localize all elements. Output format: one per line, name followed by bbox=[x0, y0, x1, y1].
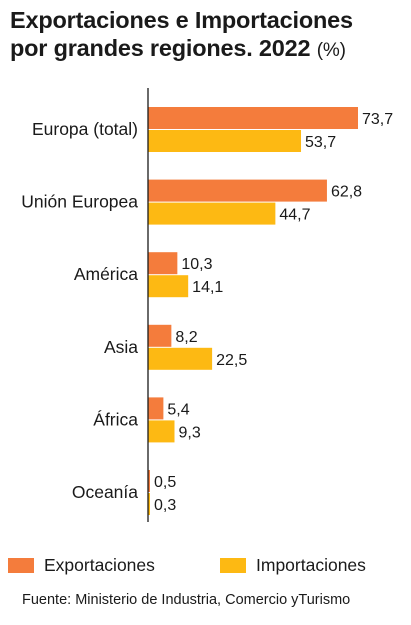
legend-label-exportaciones: Exportaciones bbox=[44, 554, 155, 575]
chart-title-line2: por grandes regiones. 2022 (%) bbox=[10, 34, 405, 65]
legend: Exportaciones Importaciones bbox=[8, 553, 403, 577]
value-label-importaciones-europa-total: 53,7 bbox=[305, 134, 336, 151]
legend-swatch-importaciones bbox=[220, 557, 246, 573]
chart-title-line2-text: por grandes regiones. 2022 bbox=[10, 35, 311, 61]
value-label-exportaciones-africa: 5,4 bbox=[167, 401, 189, 418]
value-label-importaciones-africa: 9,3 bbox=[178, 424, 200, 441]
value-label-exportaciones-america: 10,3 bbox=[181, 256, 212, 273]
bar-exportaciones-oceania bbox=[148, 470, 150, 492]
value-label-exportaciones-oceania: 0,5 bbox=[154, 474, 176, 491]
value-label-exportaciones-asia: 8,2 bbox=[175, 329, 197, 346]
category-label-oceania: Oceanía bbox=[72, 482, 138, 502]
bar-exportaciones-asia bbox=[148, 324, 172, 347]
legend-label-importaciones: Importaciones bbox=[256, 554, 366, 575]
chart-title-line1: Exportaciones e Importaciones bbox=[10, 7, 353, 33]
bar-exportaciones-africa bbox=[148, 397, 164, 420]
bar-importaciones-europa-total bbox=[148, 130, 302, 152]
bar-exportaciones-europa-total bbox=[148, 107, 358, 129]
category-label-union-europea: Unión Europea bbox=[21, 192, 138, 212]
chart-title: Exportaciones e Importaciones por grande… bbox=[10, 6, 405, 65]
category-label-europa-total: Europa (total) bbox=[32, 119, 138, 139]
bar-importaciones-africa bbox=[148, 420, 175, 443]
bar-importaciones-america bbox=[148, 275, 189, 298]
value-label-exportaciones-union-europea: 62,8 bbox=[331, 184, 362, 201]
legend-item-exportaciones: Exportaciones bbox=[8, 553, 155, 577]
legend-item-importaciones: Importaciones bbox=[220, 553, 366, 577]
bar-importaciones-asia bbox=[148, 347, 213, 370]
chart-unit: (%) bbox=[316, 40, 346, 61]
bar-exportaciones-america bbox=[148, 252, 178, 275]
value-label-importaciones-america: 14,1 bbox=[192, 279, 223, 296]
bar-exportaciones-union-europea bbox=[148, 179, 327, 202]
category-label-africa: África bbox=[93, 409, 138, 429]
bar-importaciones-union-europea bbox=[148, 202, 276, 225]
value-label-importaciones-union-europea: 44,7 bbox=[279, 207, 310, 224]
bar-importaciones-oceania bbox=[148, 493, 150, 515]
value-label-importaciones-asia: 22,5 bbox=[216, 352, 247, 369]
category-label-america: América bbox=[74, 264, 138, 284]
source-note: Fuente: Ministerio de Industria, Comerci… bbox=[22, 592, 351, 608]
category-label-asia: Asia bbox=[104, 337, 138, 357]
bar-chart: Europa (total) 73,7 53,7 Unión Europea 62,8 4… bbox=[21, 88, 393, 522]
legend-swatch-exportaciones bbox=[8, 557, 34, 573]
value-label-importaciones-oceania: 0,3 bbox=[154, 497, 176, 514]
value-label-exportaciones-europa-total: 73,7 bbox=[362, 111, 393, 128]
